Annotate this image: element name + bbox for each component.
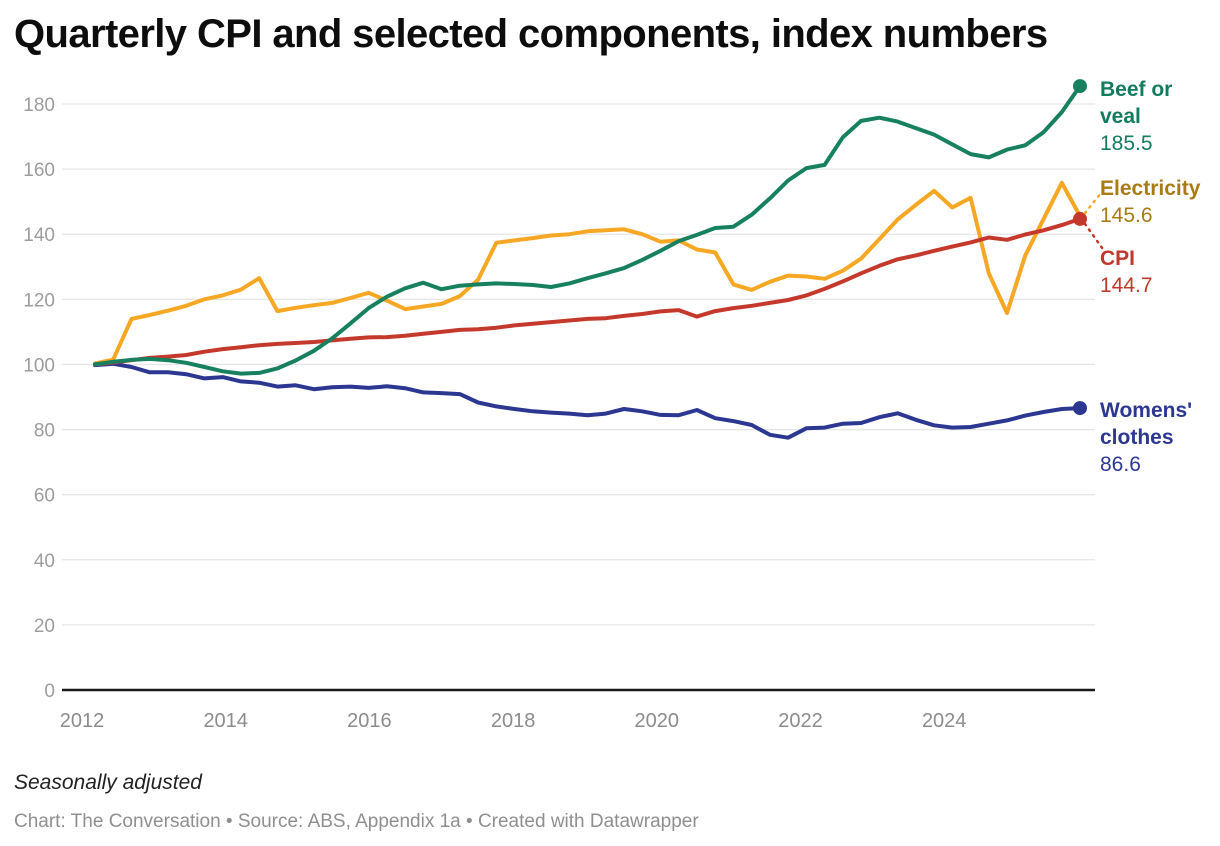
line-beef-or-veal (93, 84, 1082, 376)
series-label-womens-name: Womens' clothes (1100, 399, 1193, 449)
y-tick-label: 20 (34, 616, 55, 637)
series-label-womens-value: 86.6 (1100, 453, 1141, 476)
x-tick-label: 2018 (491, 710, 536, 732)
x-tick-label: 2020 (635, 710, 680, 732)
series-label-electricity-name: Electricity (1100, 177, 1201, 200)
x-tick-label: 2012 (60, 710, 105, 732)
x-tick-label: 2022 (778, 710, 823, 732)
chart-title: Quarterly CPI and selected components, i… (14, 12, 1048, 56)
line-electricity (93, 180, 1082, 366)
y-tick-label: 80 (34, 421, 55, 442)
chart-notes: Seasonally adjusted (14, 771, 202, 794)
end-dot-beef-or-veal (1073, 79, 1087, 94)
y-tick-label: 160 (23, 160, 55, 181)
electricity-leader-line (1083, 186, 1107, 215)
series-label-beef-name: Beef or veal (1100, 78, 1173, 128)
x-tick-label: 2014 (203, 710, 248, 732)
y-tick-label: 40 (34, 551, 55, 572)
line-womens-clothes (93, 361, 1082, 440)
series-label-electricity: Electricity 145.6 (1100, 175, 1220, 229)
y-tick-label: 100 (23, 355, 55, 376)
series-label-womens: Womens' clothes 86.6 (1100, 397, 1196, 478)
series-label-cpi-name: CPI (1100, 247, 1136, 270)
y-tick-label: 60 (34, 486, 55, 507)
series-label-cpi-value: 144.7 (1100, 274, 1153, 297)
cpi-leader-line (1083, 222, 1107, 254)
chart-footer: Chart: The Conversation • Source: ABS, A… (14, 811, 699, 832)
y-tick-label: 180 (23, 95, 55, 116)
end-dot-cpi (1073, 211, 1087, 226)
series-label-beef: Beef or veal 185.5 (1100, 76, 1192, 157)
y-tick-label: 120 (23, 290, 55, 311)
y-tick-label: 140 (23, 225, 55, 246)
series-label-electricity-value: 145.6 (1100, 204, 1153, 227)
end-dot-womens-clothes (1073, 401, 1087, 416)
y-tick-label: 0 (44, 681, 55, 702)
x-tick-label: 2016 (347, 710, 392, 732)
x-tick-label: 2024 (922, 710, 967, 732)
line-cpi (93, 216, 1082, 367)
series-label-cpi: CPI 144.7 (1100, 245, 1190, 299)
series-label-beef-value: 185.5 (1100, 132, 1153, 155)
